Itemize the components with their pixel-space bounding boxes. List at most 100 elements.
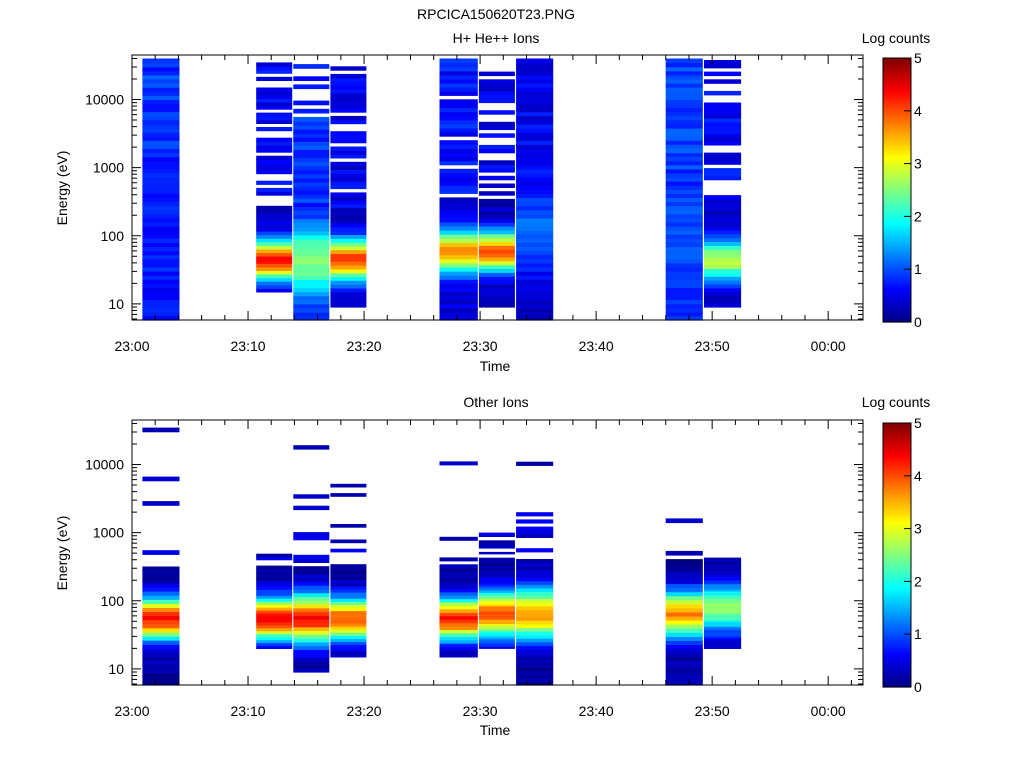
colorbar: 0 1 2 3 4 5 [882, 415, 922, 695]
spectrogram-cell [142, 62, 180, 68]
spectrogram-cell [293, 299, 330, 305]
x-tick-label: 23:20 [347, 338, 382, 354]
colorbar-swatch [883, 597, 911, 601]
spectrogram-cell [256, 216, 293, 221]
spectrogram-cell [142, 291, 180, 297]
spectrogram-cell [516, 566, 554, 571]
spectrogram-cell [142, 111, 180, 117]
spectrogram-cell [142, 640, 180, 645]
spectrogram-cell [142, 283, 180, 288]
colorbar-swatch [883, 216, 911, 220]
spectrogram-cell [330, 570, 367, 575]
spectrogram-cell [704, 626, 742, 629]
spectrogram-cell [704, 605, 742, 609]
spectrogram-cell [439, 119, 478, 125]
spectrogram-cell [516, 303, 554, 309]
spectrogram-cell [516, 144, 554, 149]
spectrogram-cell [704, 276, 742, 281]
spectrogram-cell [142, 266, 180, 272]
spectrogram-cell [704, 618, 742, 622]
spectrogram-cell [478, 276, 515, 281]
spectrogram-cell [665, 287, 703, 292]
spectrogram-cell [330, 592, 367, 596]
spectrogram-cell [516, 613, 554, 618]
spectrogram-cell [142, 172, 180, 178]
colorbar-swatch [883, 465, 911, 469]
colorbar-swatch [883, 557, 911, 561]
colorbar-swatch [883, 562, 911, 567]
colorbar-swatch [883, 525, 911, 530]
colorbar-swatch [883, 150, 911, 154]
colorbar-swatch [883, 636, 911, 641]
spectrogram-cell [256, 116, 293, 121]
spectrogram-cell [256, 284, 293, 289]
spectrogram-cell [478, 594, 515, 597]
spectrogram-cell [256, 556, 293, 561]
spectrogram-cell [142, 168, 180, 174]
spectrogram-cell [665, 607, 703, 613]
colorbar-swatch [883, 232, 911, 236]
spectrogram-cell [256, 601, 293, 605]
x-tick-label: 23:50 [695, 703, 730, 719]
spectrogram-cell [665, 103, 703, 109]
spectrogram-cell [330, 230, 367, 235]
spectrogram-cell [704, 125, 742, 131]
spectrogram-cell [478, 627, 515, 630]
spectrogram-cell [665, 246, 703, 252]
colorbar-swatch [883, 547, 911, 551]
spectrogram-cell [439, 605, 478, 610]
spectrogram-cell [142, 185, 180, 190]
spectrogram-cell [439, 636, 478, 641]
colorbar-swatch [883, 512, 911, 516]
spectrogram-cell [516, 667, 554, 672]
spectrogram-cell [142, 123, 180, 129]
spectrogram-cell [293, 604, 330, 609]
spectrogram-cell [439, 271, 478, 276]
colorbar-swatch [883, 470, 911, 474]
spectrogram-cell [704, 63, 742, 69]
spectrogram-cell [439, 107, 478, 113]
spectrogram-cell [330, 180, 367, 186]
spectrogram-cell [704, 631, 742, 635]
spectrogram-cell [293, 210, 330, 215]
colorbar: 0 1 2 3 4 5 [882, 50, 922, 330]
colorbar-swatch [883, 565, 911, 569]
spectrogram-cell [478, 604, 515, 607]
colorbar-swatch [883, 121, 911, 125]
spectrogram-cell [256, 252, 293, 257]
colorbar-swatch [883, 102, 911, 107]
colorbar-swatch [883, 655, 911, 659]
colorbar-swatch [883, 163, 911, 167]
spectrogram-cell [516, 91, 554, 96]
spectrogram-cell [256, 565, 293, 570]
spectrogram-cell [478, 168, 515, 173]
spectrogram-cell [142, 262, 180, 268]
spectrogram-cell [439, 156, 478, 162]
spectrogram-cell [293, 649, 330, 654]
spectrogram-cell [256, 266, 293, 271]
spectrogram-cell [439, 148, 478, 154]
colorbar-swatch [883, 219, 911, 223]
spectrogram-cell [439, 612, 478, 617]
spectrogram-cell [256, 639, 293, 644]
colorbar-tick-label: 3 [914, 521, 922, 537]
spectrogram-cell [704, 79, 742, 84]
spectrogram-cell [256, 621, 293, 626]
colorbar-tick-label: 3 [914, 156, 922, 172]
spectrogram-cell [439, 103, 478, 109]
spectrogram-cell [142, 201, 180, 207]
colorbar-swatch [883, 533, 911, 538]
spectrogram-cell [330, 616, 367, 621]
spectrogram-cell [142, 476, 180, 482]
spectrogram-cell [478, 144, 515, 150]
spectrogram-cell [665, 83, 703, 88]
spectrogram-cell [478, 621, 515, 624]
spectrogram-cell [478, 79, 515, 84]
spectrogram-cell [293, 445, 330, 450]
y-axis-label: Energy (eV) [54, 516, 70, 591]
spectrogram-cell [330, 595, 367, 599]
colorbar-swatch [883, 481, 911, 485]
colorbar-swatch [883, 240, 911, 244]
spectrogram-cell [516, 627, 554, 632]
